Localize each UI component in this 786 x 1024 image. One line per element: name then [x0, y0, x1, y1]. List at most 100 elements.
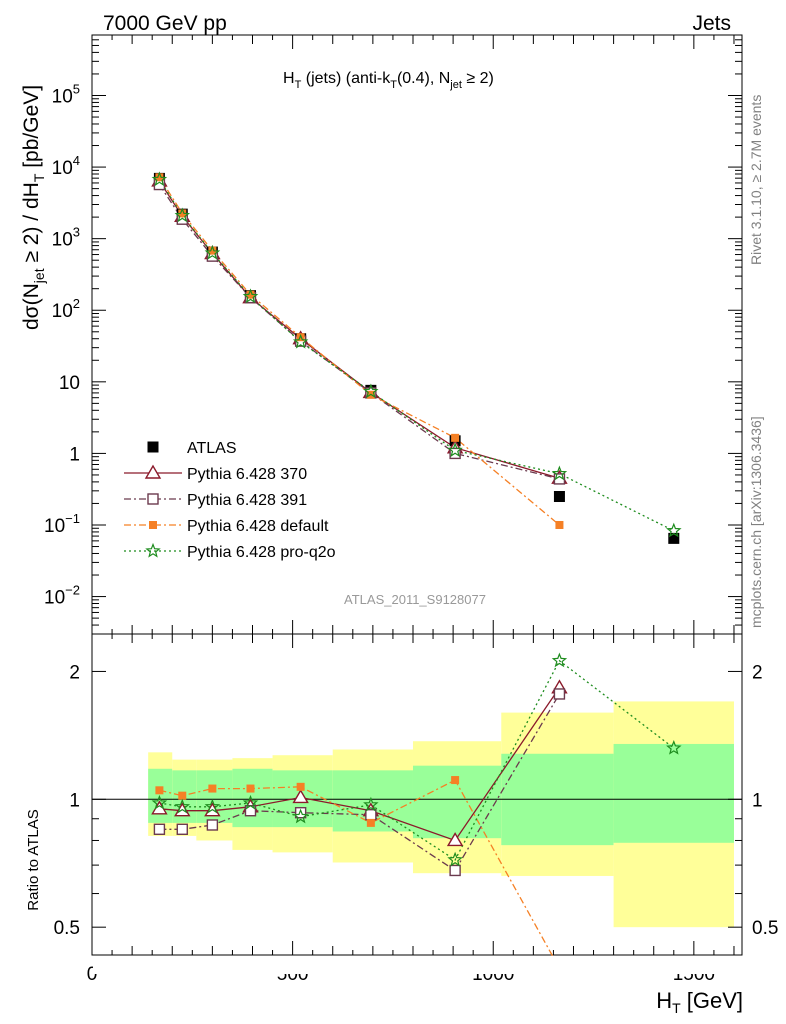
legend-label-p391: Pythia 6.428 391 — [187, 492, 307, 509]
main-title-h: H — [283, 70, 295, 87]
legend-label-pq2o: Pythia 6.428 pro-q2o — [187, 544, 336, 561]
header-right: Jets — [692, 12, 731, 35]
main-point-pdefault — [451, 433, 460, 442]
legend-label-pdefault: Pythia 6.428 default — [187, 518, 329, 535]
main-point-pq2o — [363, 383, 379, 399]
main-point-pq2o — [204, 244, 221, 260]
ratio-line-p370 — [159, 687, 560, 842]
main-line-p391 — [158, 184, 560, 480]
ratio-point-pdefault — [246, 784, 255, 793]
main-title-sub3: jet — [449, 79, 462, 91]
main-point-pdefault — [246, 290, 255, 299]
main-title-mid: (jets) (anti-k — [301, 70, 391, 87]
ratio-point-p391 — [176, 823, 188, 835]
ratio-point-pq2o — [447, 851, 463, 867]
mcplots-label: mcplots.cern.ch [arXiv:1306.3436] — [748, 416, 764, 628]
x-axis-label-sub: T — [672, 1000, 681, 1016]
main-point-pq2o — [174, 207, 191, 223]
ratio-point-pq2o — [292, 808, 309, 824]
ratio-point-pq2o — [363, 796, 379, 812]
header-left: 7000 GeV pp — [103, 12, 227, 35]
ratio-point-pq2o — [174, 798, 191, 814]
main-title-tail: ≥ 2) — [462, 70, 494, 87]
main-y-tick-label: 10 — [59, 373, 80, 394]
ratio-point-p391 — [449, 864, 461, 877]
ratio-point-pdefault — [155, 786, 164, 795]
main-point-pq2o — [447, 442, 463, 458]
ratio-point-p370 — [446, 832, 464, 847]
legend-label-ATLAS: ATLAS — [187, 440, 237, 457]
main-point-pq2o — [666, 522, 682, 538]
main-ylabel-sub2: T — [31, 173, 47, 182]
ratio-point-p370 — [292, 789, 309, 804]
ratio-line-pq2o — [159, 659, 675, 861]
main-point-pdefault — [178, 209, 187, 218]
ratio-point-pq2o — [551, 652, 568, 668]
main-point-pdefault — [155, 173, 164, 182]
main-title-sub1: T — [295, 79, 302, 91]
ratio-point-pq2o — [151, 794, 168, 810]
ratio-ylabel: Ratio to ATLAS — [25, 809, 42, 910]
ratio-y-tick-label: 1 — [69, 790, 80, 811]
ratio-frame — [91, 633, 743, 956]
ratio-band-inner — [148, 768, 173, 823]
x-axis-label-tail: [GeV] — [681, 988, 743, 1013]
ratio-y-tick-label: 2 — [69, 662, 80, 683]
legend-marker-pdefault — [149, 521, 157, 529]
main-y-tick-label: 104 — [52, 153, 80, 179]
ratio-band-layer — [148, 701, 734, 928]
main-y-tick-label: 102 — [52, 296, 80, 322]
ratio-y-tick-label: 0.5 — [54, 918, 80, 939]
legend-marker-p370 — [144, 464, 162, 479]
rivet-label: Rivet 3.1.10, ≥ 2.7M events — [748, 95, 764, 265]
ratio-point-pdefault — [208, 784, 217, 793]
main-y-tick-label: 105 — [52, 81, 80, 107]
ratio-band-inner — [613, 743, 734, 843]
legend-label-p370: Pythia 6.428 370 — [187, 466, 307, 483]
ratio-point-p391 — [365, 808, 377, 821]
series-markers-layer — [151, 171, 682, 877]
ratio-point-p391 — [294, 806, 307, 819]
ratio-point-pdefault — [296, 782, 305, 791]
ratio-clip-cover — [93, 956, 741, 974]
x-axis-label-h: H — [656, 988, 672, 1013]
x-axis-label: HT [GeV] — [656, 988, 743, 1016]
main-ylabel-sub1: jet — [31, 268, 47, 284]
ratio-point-pq2o — [204, 798, 221, 814]
main-point-ATLAS — [553, 491, 565, 503]
main-title: HT (jets) (anti-kT(0.4), Njet ≥ 2) — [283, 70, 494, 91]
main-ylabel-c: [pb/GeV] — [20, 85, 43, 174]
main-point-pq2o — [551, 465, 568, 481]
main-point-pdefault — [555, 520, 564, 529]
main-point-ATLAS — [668, 532, 680, 544]
main-title-mid2: (0.4), N — [397, 70, 450, 87]
legend-marker-p391 — [147, 493, 159, 505]
main-point-p391 — [553, 473, 566, 485]
ratio-y-tick-label-right: 0.5 — [752, 918, 778, 939]
ratio-point-p391 — [153, 823, 166, 835]
legend-marker-pq2o — [145, 542, 161, 558]
main-ylabel-a: dσ(N — [20, 283, 43, 330]
main-point-pq2o — [151, 171, 168, 187]
x-tick-label: 0 — [87, 964, 98, 985]
main-y-tick-label: 10−2 — [44, 583, 80, 609]
ratio-point-p391 — [206, 819, 219, 831]
main-point-pq2o — [242, 288, 259, 304]
main-y-tick-label: 10−1 — [44, 511, 80, 537]
ratio-point-pdefault — [178, 791, 187, 800]
main-point-pq2o — [292, 333, 309, 349]
watermark: ATLAS_2011_S9128077 — [344, 592, 486, 607]
main-y-tick-label: 1 — [69, 444, 80, 465]
ratio-band-inner — [232, 768, 273, 828]
ratio-point-pq2o — [666, 739, 682, 755]
ratio-y-tick-label-right: 2 — [752, 662, 763, 683]
main-point-pdefault — [208, 246, 217, 255]
main-ylabel-b: ≥ 2) / dH — [20, 182, 43, 268]
main-y-tick-label: 103 — [52, 225, 80, 251]
legend-marker-ATLAS — [147, 441, 159, 453]
ratio-point-pdefault — [451, 776, 460, 785]
main-point-pdefault — [296, 333, 305, 342]
ratio-point-pq2o — [242, 794, 259, 810]
ratio-point-p391 — [553, 688, 566, 700]
